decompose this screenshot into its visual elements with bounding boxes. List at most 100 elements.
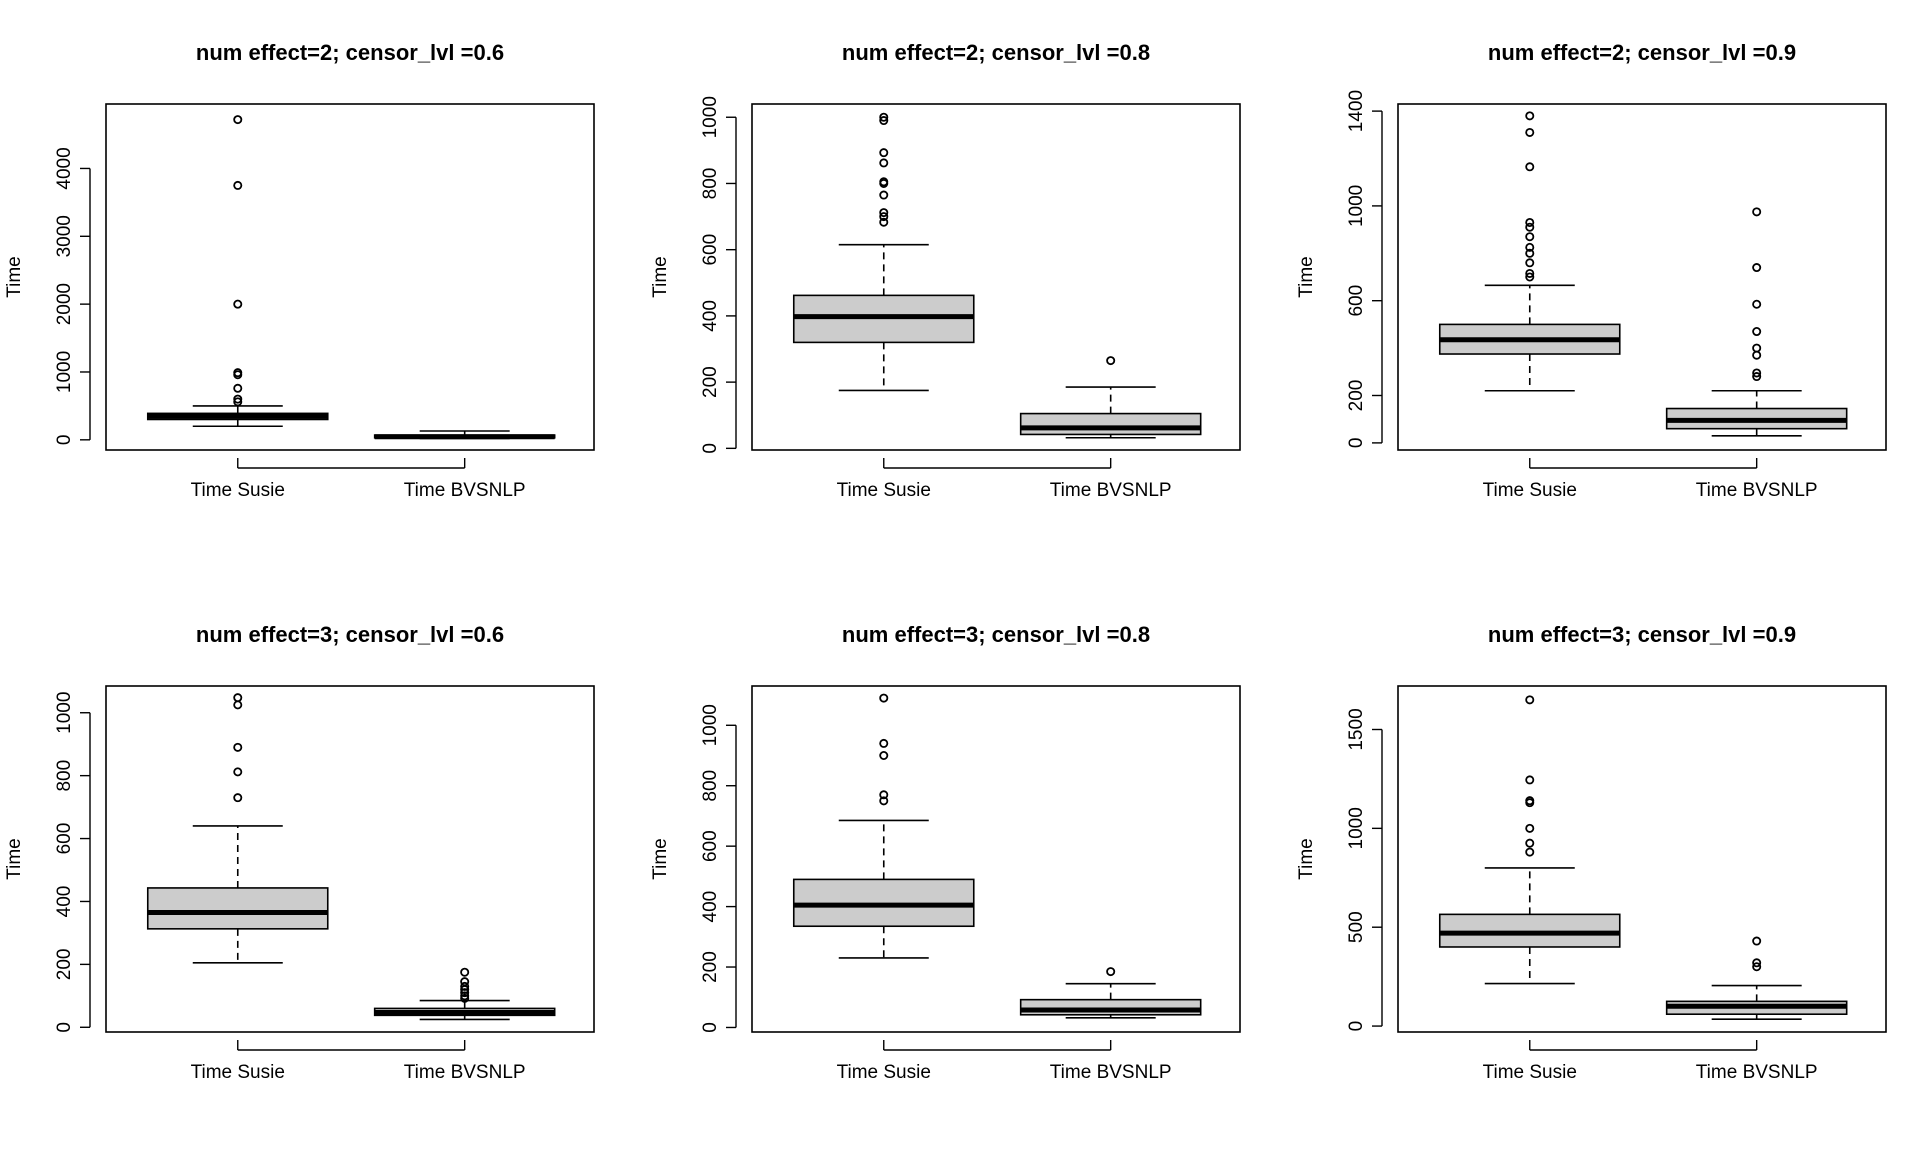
y-tick-label: 1500	[1346, 708, 1367, 750]
outlier-point	[879, 738, 889, 748]
outlier-point	[879, 790, 889, 800]
y-tick-label: 1000	[1346, 807, 1367, 849]
box-susie	[1438, 111, 1621, 392]
outlier-point	[233, 370, 243, 380]
outlier-point	[879, 116, 889, 126]
chart-panel-3: num effect=2; censor_lvl =0.9 0 200 600 1000…	[1296, 40, 1887, 501]
outlier-point	[460, 985, 470, 995]
y-tick-label: 0	[700, 443, 721, 454]
outlier-point	[233, 742, 243, 752]
y-tick-label: 0	[1346, 1021, 1367, 1032]
box-bvsnlp	[1019, 356, 1202, 439]
box-bvsnlp	[1019, 967, 1202, 1019]
box-bvsnlp	[1665, 207, 1848, 437]
outlier-point	[1525, 232, 1535, 242]
chart-title: num effect=3; censor_lvl =0.6	[196, 622, 504, 647]
outlier-point	[1752, 368, 1762, 378]
y-tick-label: 1000	[700, 96, 721, 138]
chart-title: num effect=2; censor_lvl =0.9	[1488, 40, 1796, 65]
outlier-point	[1525, 823, 1535, 833]
outlier-point	[1752, 372, 1762, 382]
plot-frame	[1397, 103, 1887, 451]
outlier-point	[1525, 111, 1535, 121]
chart-panel-4: num effect=3; censor_lvl =0.6 0 200 400 600 8…	[4, 622, 595, 1083]
outlier-point	[1525, 242, 1535, 252]
y-tick-label: 0	[54, 1022, 75, 1033]
plot-frame	[751, 685, 1241, 1033]
x-tick-label: Time BVSNLP	[1696, 480, 1818, 501]
outlier-point	[1752, 299, 1762, 309]
outlier-point	[460, 967, 470, 977]
box-bvsnlp	[373, 967, 556, 1021]
iqr-box	[1019, 998, 1202, 1016]
plot-frame	[105, 685, 595, 1033]
y-tick-label: 0	[700, 1022, 721, 1033]
y-axis-label: Time	[1296, 838, 1317, 880]
y-axis-label: Time	[4, 256, 25, 298]
y-axis-label: Time	[650, 256, 671, 298]
y-tick-label: 1000	[54, 692, 75, 734]
outlier-point	[1752, 207, 1762, 217]
outlier-point	[1525, 162, 1535, 172]
outlier-point	[233, 397, 243, 407]
x-tick-label: Time BVSNLP	[1696, 1062, 1818, 1083]
y-axis-label: Time	[650, 838, 671, 880]
x-tick-label: Time BVSNLP	[1050, 1062, 1172, 1083]
y-tick-label: 1000	[54, 351, 75, 393]
outlier-point	[460, 981, 470, 991]
chart-title: num effect=3; censor_lvl =0.9	[1488, 622, 1796, 647]
chart-panel-2: num effect=2; censor_lvl =0.8 0 200 400 600 8…	[650, 40, 1241, 501]
outlier-point	[233, 394, 243, 404]
chart-panel-6: num effect=3; censor_lvl =0.9 0 500 1000 150…	[1296, 622, 1887, 1083]
y-tick-label: 800	[700, 770, 721, 802]
outlier-point	[1525, 258, 1535, 268]
box-susie	[146, 115, 329, 428]
y-tick-label: 2000	[54, 283, 75, 325]
x-tick-label: Time Susie	[1483, 1062, 1577, 1083]
y-tick-label: 200	[700, 951, 721, 983]
outlier-point	[460, 988, 470, 998]
outlier-point	[1106, 356, 1116, 366]
y-tick-label: 600	[1346, 285, 1367, 317]
outlier-point	[1525, 272, 1535, 282]
chart-panel-1: num effect=2; censor_lvl =0.6 0 1000 2000 30…	[4, 40, 595, 501]
y-tick-label: 500	[1346, 911, 1367, 943]
outlier-point	[1752, 263, 1762, 273]
y-tick-label: 4000	[54, 147, 75, 189]
box-susie	[792, 693, 975, 959]
outlier-point	[233, 383, 243, 393]
outlier-point	[1525, 775, 1535, 785]
plot-frame	[1397, 685, 1887, 1033]
iqr-box	[146, 887, 329, 930]
x-tick-label: Time Susie	[837, 1062, 931, 1083]
outlier-point	[233, 299, 243, 309]
outlier-point	[1525, 217, 1535, 227]
outlier-point	[233, 793, 243, 803]
outlier-point	[1525, 222, 1535, 232]
outlier-point	[1525, 847, 1535, 857]
box-susie	[146, 693, 329, 964]
chart-title: num effect=3; censor_lvl =0.8	[842, 622, 1150, 647]
y-axis-label: Time	[4, 838, 25, 880]
box-susie	[792, 112, 975, 392]
outlier-point	[1752, 343, 1762, 353]
outlier-point	[879, 212, 889, 222]
y-tick-label: 600	[700, 234, 721, 266]
iqr-box	[1019, 412, 1202, 436]
outlier-point	[1525, 248, 1535, 258]
outlier-point	[879, 217, 889, 227]
outlier-point	[879, 693, 889, 703]
y-tick-label: 200	[700, 366, 721, 398]
x-tick-label: Time Susie	[1483, 480, 1577, 501]
box-bvsnlp	[1665, 936, 1848, 1020]
y-tick-label: 200	[1346, 380, 1367, 412]
chart-panel-5: num effect=3; censor_lvl =0.8 0 200 400 600 8…	[650, 622, 1241, 1083]
outlier-point	[1525, 268, 1535, 278]
outlier-point	[879, 148, 889, 158]
x-tick-label: Time Susie	[191, 480, 285, 501]
y-axis-label: Time	[1296, 256, 1317, 298]
x-tick-label: Time BVSNLP	[404, 1062, 526, 1083]
y-tick-label: 400	[700, 300, 721, 332]
y-tick-label: 600	[54, 823, 75, 855]
outlier-point	[233, 767, 243, 777]
